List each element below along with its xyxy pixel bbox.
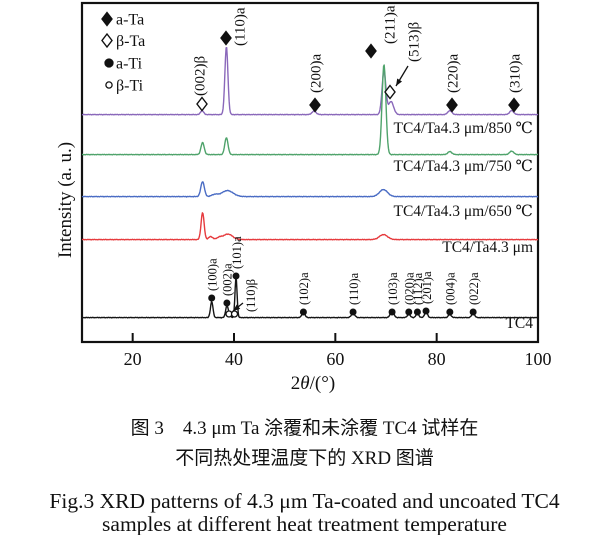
xrd-chart: 20 40 60 80 100 2θ/(°) Intensity (a. u.) a-Ta β-… xyxy=(55,1,552,394)
trace-0 xyxy=(81,46,539,116)
filled-diamond-marker xyxy=(309,97,321,113)
caption-english-line2: samples at different heat treatment temp… xyxy=(102,512,507,535)
x-tick-label: 100 xyxy=(525,349,552,369)
peak-label: (310)a xyxy=(508,54,524,93)
alpha-ti-peak-dot xyxy=(208,294,216,302)
annotation-arrow-head xyxy=(233,304,241,311)
peak-label: (513)β xyxy=(407,22,423,62)
filled-diamond-marker xyxy=(220,30,232,46)
filled-diamond-marker xyxy=(101,11,113,27)
trace-label: TC4/Ta4.3 μm xyxy=(442,239,533,256)
x-tick-label: 20 xyxy=(124,349,142,369)
open-circle-marker xyxy=(105,81,113,89)
peak-label: (020)a xyxy=(403,272,417,305)
peak-label: (103)a xyxy=(386,272,400,305)
y-axis-title: Intensity (a. u.) xyxy=(55,142,76,258)
peak-label: (100)a xyxy=(205,258,219,291)
alpha-ti-peak-dot xyxy=(446,308,454,316)
alpha-ti-peak-dot xyxy=(223,299,231,307)
caption-chinese-line2: 不同热处理温度下的 XRD 图谱 xyxy=(175,448,434,469)
caption-chinese-line1: 图 3 4.3 μm Ta 涂覆和未涂覆 TC4 试样在 xyxy=(130,418,479,439)
peak-label: (004)a xyxy=(444,272,458,305)
peak-label: (211)a xyxy=(383,5,399,44)
trace-3 xyxy=(81,212,539,241)
trace-label: TC4 xyxy=(505,315,533,332)
trace-2 xyxy=(81,181,539,198)
peak-label: (110)β xyxy=(244,279,258,312)
peak-label: (101)a xyxy=(230,236,244,269)
alpha-ti-peak-dot xyxy=(413,308,421,316)
peak-label: (201)a xyxy=(420,271,434,304)
peak-label: (110)a xyxy=(347,272,361,305)
open-diamond-marker xyxy=(196,96,208,112)
beta-ti-peak-circle xyxy=(230,310,239,318)
open-diamond-marker xyxy=(101,32,113,49)
peak-label: (200)a xyxy=(309,54,325,93)
legend-label: a-Ta xyxy=(116,12,144,29)
trace-label: TC4/Ta4.3 μm/650 ℃ xyxy=(393,203,533,220)
peak-label: (102)a xyxy=(297,272,311,305)
x-tick-label: 60 xyxy=(326,349,344,369)
legend-label: β-Ti xyxy=(116,78,144,95)
x-tick-label: 40 xyxy=(225,349,243,369)
alpha-ti-peak-dot xyxy=(299,308,307,316)
peak-label: (002)β xyxy=(193,56,209,96)
trace-label: TC4/Ta4.3 μm/750 ℃ xyxy=(393,158,533,175)
filled-diamond-marker xyxy=(508,97,520,113)
plot-border xyxy=(80,1,540,344)
legend-label: β-Ta xyxy=(116,33,145,50)
filled-diamond-marker xyxy=(365,43,377,59)
peak-label: (110)a xyxy=(233,7,249,46)
x-axis-title: 2θ/(°) xyxy=(291,373,335,394)
alpha-ti-peak-dot xyxy=(405,308,413,316)
x-tick-label: 80 xyxy=(428,349,446,369)
alpha-ti-peak-dot xyxy=(469,308,477,316)
trace-1 xyxy=(81,64,539,156)
alpha-ti-peak-dot xyxy=(232,272,240,280)
trace-4 xyxy=(81,277,539,319)
alpha-ti-peak-dot xyxy=(349,308,357,316)
filled-diamond-marker xyxy=(446,97,458,113)
caption-english-line1: Fig.3 XRD patterns of 4.3 μm Ta-coated a… xyxy=(49,489,560,513)
trace-label: TC4/Ta4.3 μm/850 ℃ xyxy=(393,120,533,137)
annotation-arrow-head xyxy=(396,78,403,86)
alpha-ti-peak-dot xyxy=(422,307,430,315)
open-diamond-marker xyxy=(384,84,396,100)
peak-label: (220)a xyxy=(446,54,462,93)
filled-circle-marker xyxy=(104,58,114,68)
peak-label: (022)a xyxy=(467,272,481,305)
peak-label: (002)a xyxy=(221,263,235,296)
legend-label: a-Ti xyxy=(116,56,143,73)
peak-label: (112)a xyxy=(411,272,425,305)
alpha-ti-peak-dot xyxy=(388,308,396,316)
